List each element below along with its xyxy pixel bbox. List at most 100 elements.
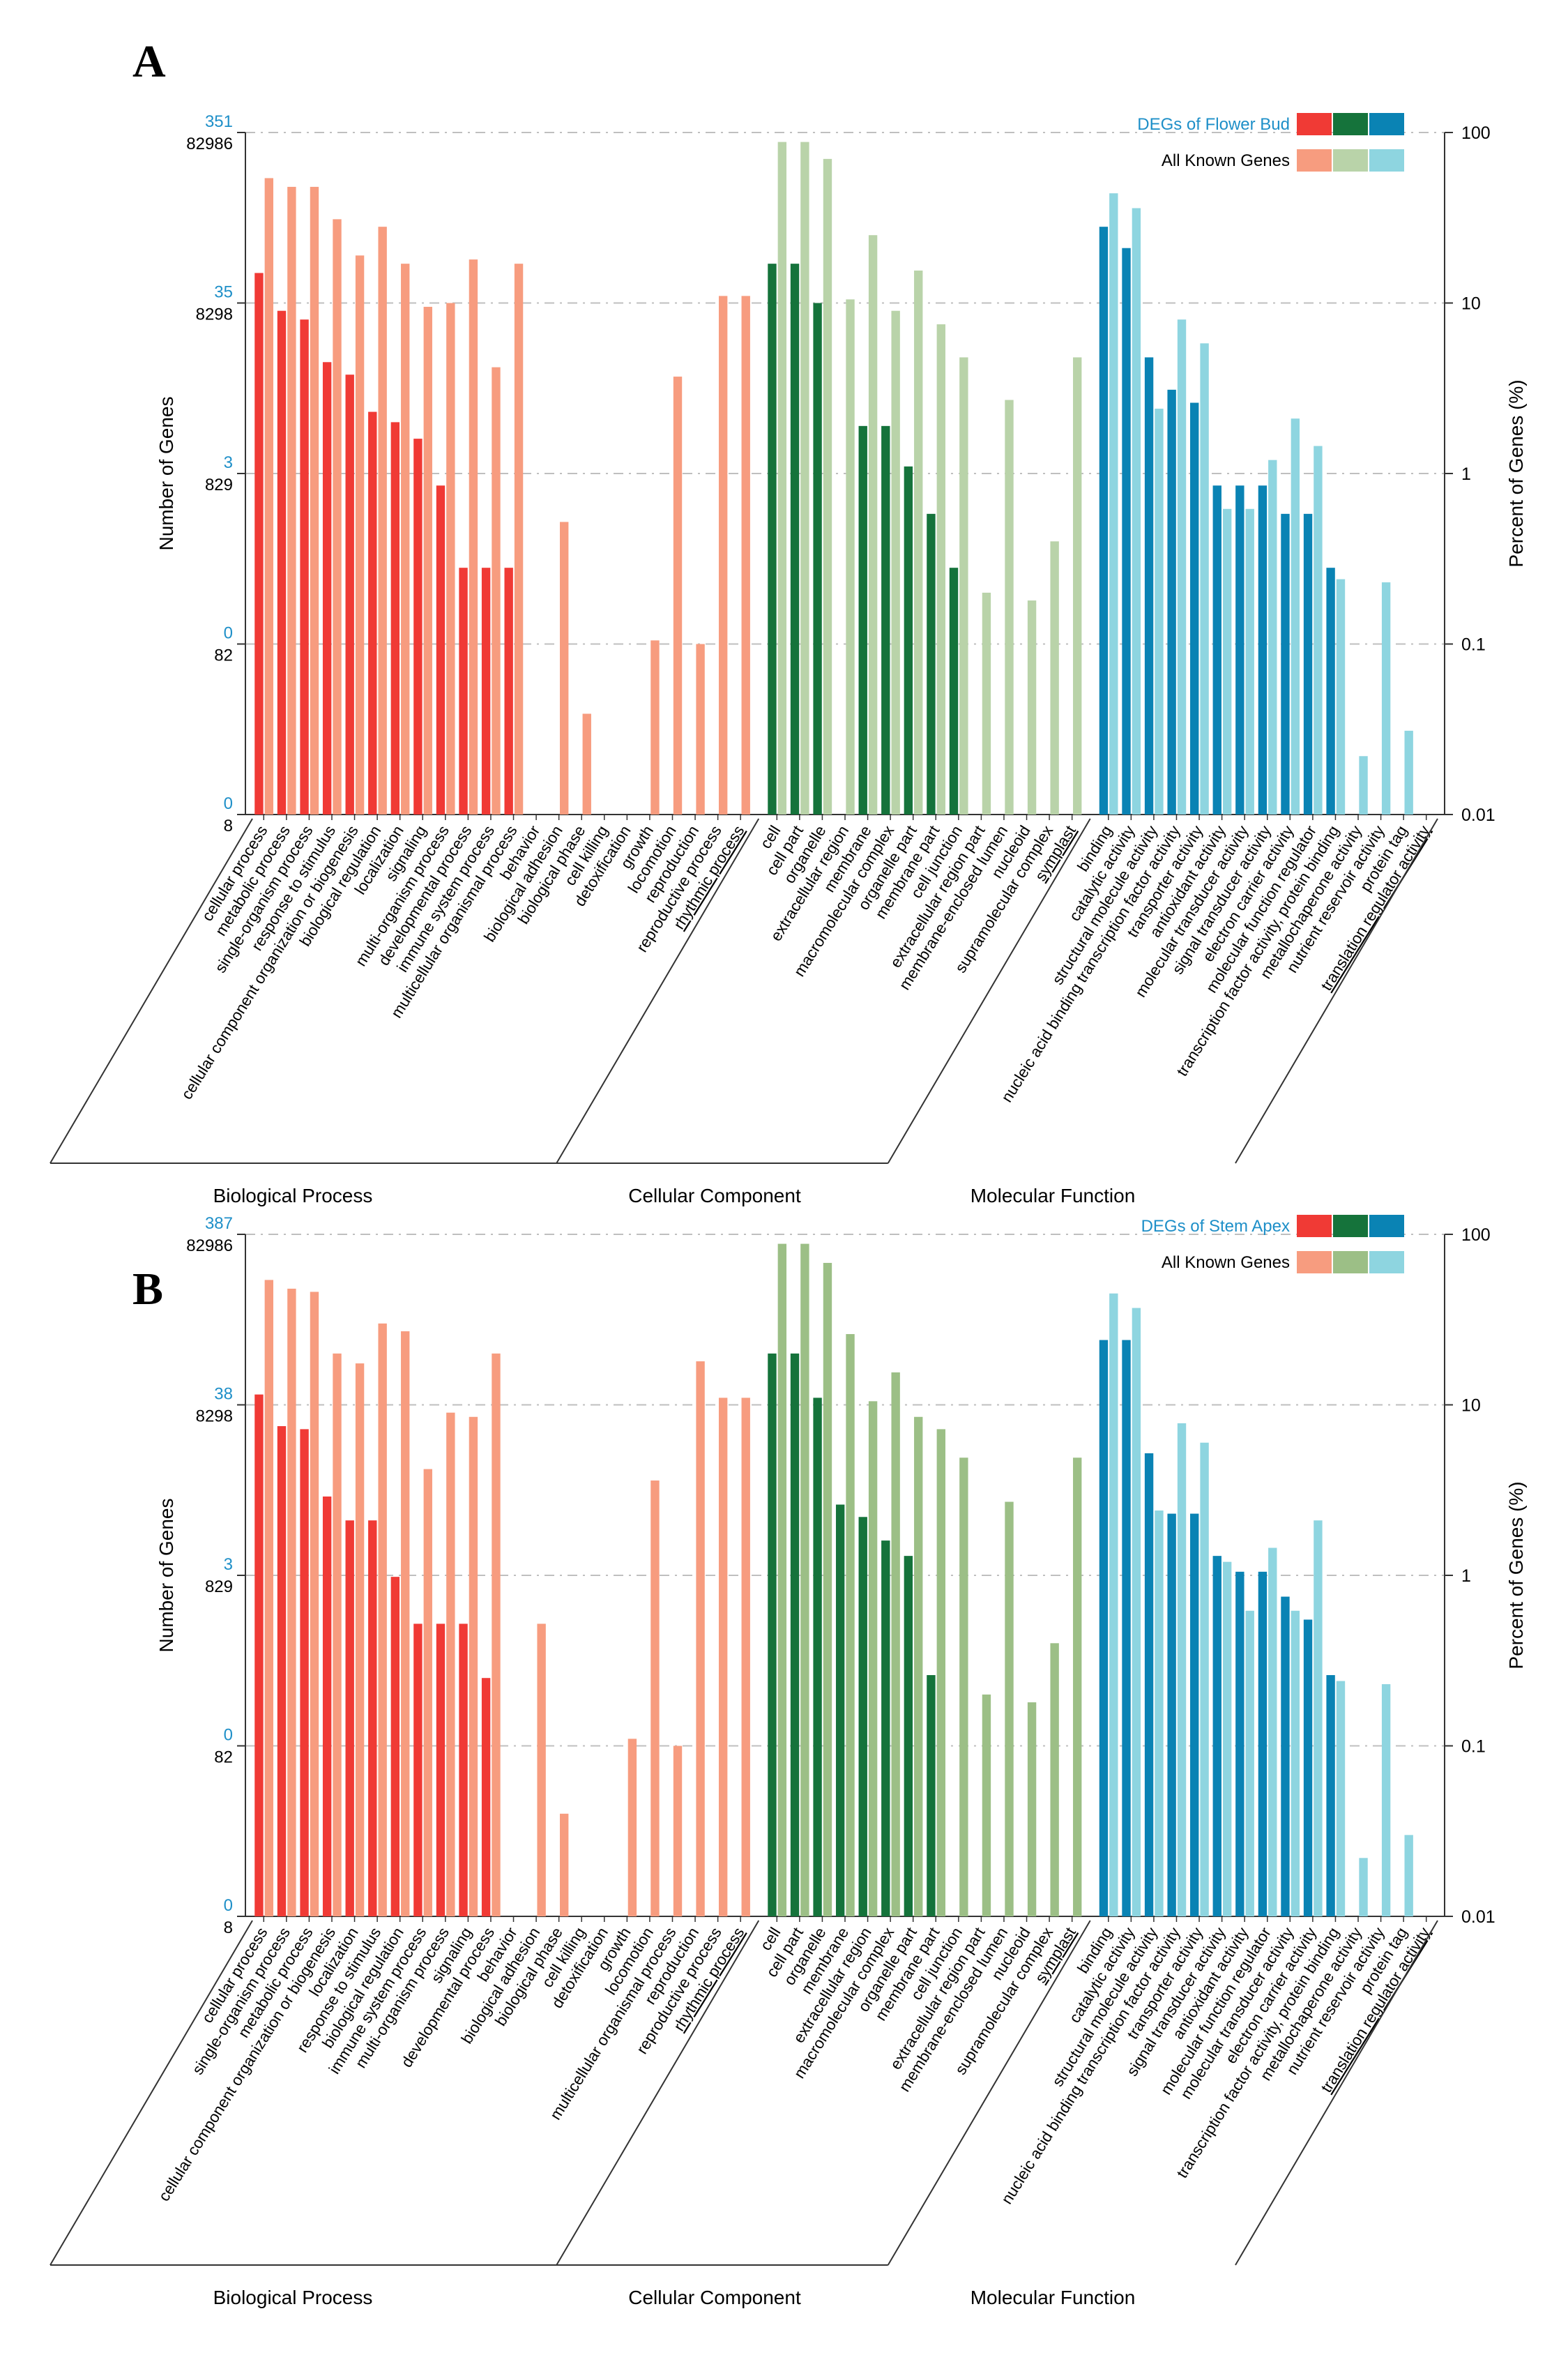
- bar-known-membrane-enclosed-lumen: [1005, 400, 1014, 815]
- bar-known-nucleoid: [1027, 600, 1037, 815]
- bar-deg-organelle-part: [904, 466, 913, 815]
- group-title-molecular-function: Molecular Function: [971, 2287, 1136, 2308]
- left-tick-label-deg: 0: [224, 624, 233, 643]
- bar-known-nucleic-acid-binding-transcription-factor-activity: [1177, 319, 1187, 815]
- bar-known-nutrient-reservoir-activity: [1381, 582, 1391, 815]
- group-separator: [556, 818, 760, 1164]
- bar-deg-multicellular-organismal-process: [504, 568, 513, 815]
- bar-deg-catalytic-activity: [1122, 248, 1131, 815]
- group-separator: [1235, 818, 1438, 1164]
- bar-deg-structural-molecule-activity: [1144, 1453, 1154, 1916]
- bar-deg-antioxidant-activity: [1212, 485, 1221, 815]
- bar-deg-immune-system-process: [481, 568, 491, 815]
- bar-deg-response-to-stimulus: [322, 362, 332, 815]
- bar-deg-signaling: [413, 439, 423, 815]
- bar-known-signaling: [469, 1416, 478, 1916]
- bar-known-structural-molecule-activity: [1155, 1510, 1164, 1916]
- bar-known-localization: [401, 264, 410, 815]
- right-tick-label: 1: [1461, 1566, 1471, 1586]
- bar-known-locomotion: [650, 1480, 660, 1916]
- left-tick-label-known: 829: [205, 1577, 233, 1596]
- bar-deg-macromolecular-complex: [881, 425, 890, 815]
- bar-known-reproduction: [696, 1361, 705, 1916]
- legend-swatch-known: [1369, 1251, 1404, 1273]
- legend-deg-label: DEGs of Stem Apex: [1141, 1217, 1290, 1236]
- bar-known-multi-organism-process: [446, 1412, 455, 1916]
- legend-swatch-deg: [1369, 113, 1404, 135]
- bar-deg-response-to-stimulus: [368, 1520, 377, 1916]
- bar-known-reproductive-process: [718, 296, 728, 815]
- bar-deg-immune-system-process: [413, 1623, 423, 1916]
- group-separator: [887, 818, 1091, 1164]
- bar-deg-developmental-process: [481, 1678, 491, 1916]
- bar-known-binding: [1109, 193, 1118, 815]
- legend-swatch-known: [1333, 149, 1368, 172]
- bar-known-cellular-component-organization-or-biogenesis: [333, 1353, 342, 1916]
- bar-deg-organelle: [813, 303, 822, 815]
- bar-known-biological-phase: [560, 1813, 569, 1916]
- right-tick-label: 10: [1461, 294, 1481, 314]
- bar-known-transporter-activity: [1200, 343, 1209, 815]
- legend-swatch-known: [1333, 1251, 1368, 1273]
- bar-known-response-to-stimulus: [333, 219, 342, 815]
- bar-known-growth: [650, 640, 660, 815]
- right-tick-label: 0.01: [1461, 805, 1495, 825]
- left-tick-label-known: 82: [214, 1748, 233, 1767]
- bar-known-immune-system-process: [492, 367, 501, 815]
- bar-deg-molecular-function-regulator: [1303, 513, 1313, 815]
- left-tick-label-deg: 0: [224, 1896, 233, 1915]
- bar-known-metallochaperone-activity: [1359, 756, 1368, 815]
- bar-known-transcription-factor-activity-protein-binding: [1336, 579, 1346, 815]
- bar-known-molecular-function-regulator: [1268, 1547, 1277, 1916]
- legend-swatch-deg: [1333, 1215, 1368, 1237]
- legend-swatch-known: [1297, 1251, 1332, 1273]
- bar-known-molecular-transducer-activity: [1291, 1610, 1300, 1916]
- bar-deg-cell: [768, 1353, 777, 1916]
- bar-known-metabolic-process: [310, 1292, 319, 1916]
- bar-known-cell: [777, 1243, 787, 1916]
- left-tick-label-known: 82986: [186, 135, 233, 153]
- bar-deg-developmental-process: [459, 568, 468, 815]
- bar-deg-signaling: [459, 1623, 468, 1916]
- bar-known-locomotion: [673, 377, 683, 815]
- bar-known-metallochaperone-activity: [1359, 1858, 1368, 1916]
- bar-known-molecular-function-regulator: [1314, 446, 1323, 815]
- left-tick-label-deg: 35: [214, 283, 233, 302]
- bar-deg-transporter-activity: [1190, 1513, 1199, 1916]
- group-title-molecular-function: Molecular Function: [971, 1185, 1136, 1206]
- bar-known-developmental-process: [469, 259, 478, 815]
- bar-known-signal-transducer-activity: [1222, 1561, 1232, 1916]
- left-tick-label-known: 8: [224, 1918, 233, 1937]
- bar-known-membrane: [846, 1334, 855, 1916]
- bar-deg-molecular-transducer-activity: [1235, 485, 1244, 815]
- bar-deg-localization: [345, 1520, 354, 1916]
- bar-deg-biological-regulation: [390, 1577, 400, 1916]
- legend-deg-label: DEGs of Flower Bud: [1137, 115, 1290, 134]
- right-tick-label: 0.1: [1461, 635, 1486, 655]
- right-tick-label: 1: [1461, 464, 1471, 484]
- bar-known-rhythmic-process: [741, 296, 750, 815]
- bar-deg-binding: [1099, 1340, 1109, 1916]
- bar-deg-signal-transducer-activity: [1212, 1556, 1221, 1916]
- bar-deg-metabolic-process: [277, 310, 287, 815]
- bar-deg-macromolecular-complex: [881, 1540, 890, 1916]
- bar-deg-cell-part: [790, 1353, 800, 1916]
- left-tick-label-known: 8: [224, 817, 233, 835]
- bar-deg-extracellular-region: [858, 1517, 867, 1916]
- left-tick-label-deg: 3: [224, 1555, 233, 1574]
- bar-known-cellular-component-organization-or-biogenesis: [355, 255, 365, 815]
- bar-deg-single-organism-process: [277, 1426, 287, 1916]
- left-tick-label-deg: 0: [224, 1726, 233, 1745]
- bar-known-cell-junction: [959, 1457, 968, 1916]
- right-tick-label: 0.1: [1461, 1737, 1486, 1757]
- left-tick-label-deg: 351: [205, 112, 233, 131]
- bar-known-organelle-part: [914, 270, 923, 815]
- group-title-cellular-component: Cellular Component: [628, 2287, 801, 2308]
- bar-deg-signal-transducer-activity: [1258, 485, 1268, 815]
- bar-known-protein-tag: [1404, 1835, 1413, 1916]
- bar-known-antioxidant-activity: [1222, 508, 1232, 815]
- bar-deg-cell-junction: [949, 568, 959, 815]
- panel-letter: A: [132, 36, 166, 87]
- bar-known-growth: [627, 1739, 637, 1916]
